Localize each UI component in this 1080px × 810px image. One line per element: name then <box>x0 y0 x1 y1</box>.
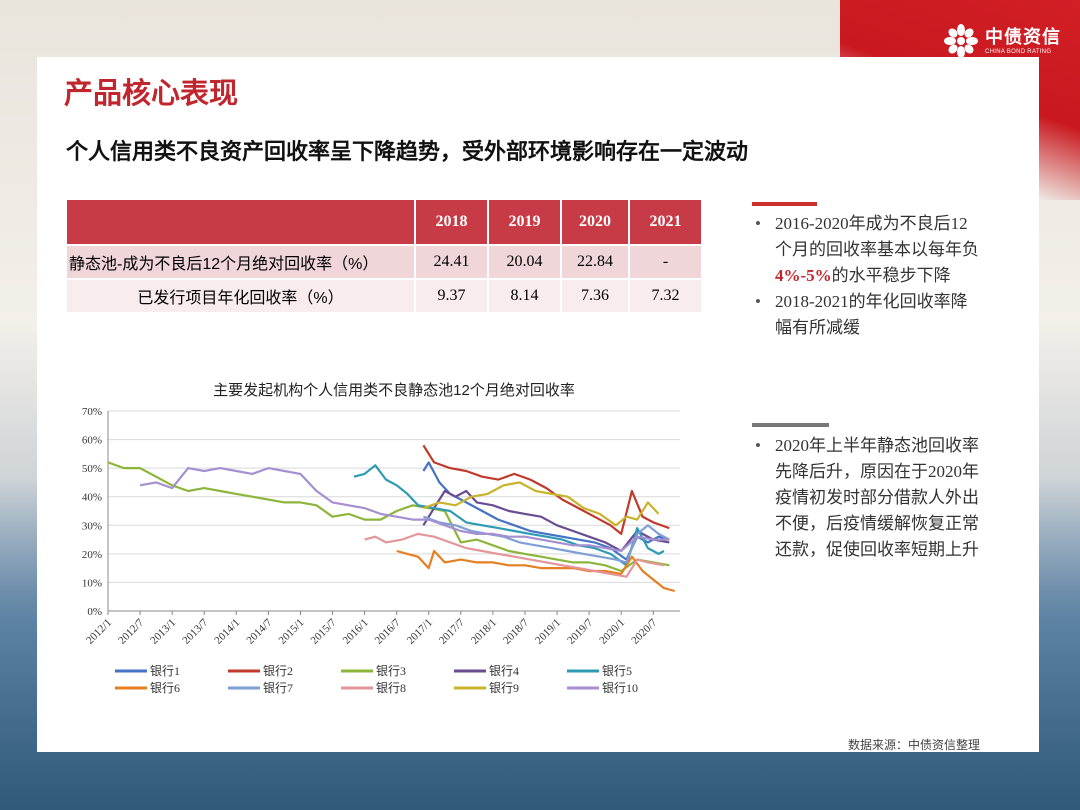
x-tick-label: 2013/1 <box>148 617 178 647</box>
x-tick-label: 2013/7 <box>180 616 210 646</box>
y-tick-label: 20% <box>82 549 102 561</box>
y-tick-label: 30% <box>82 520 102 532</box>
page-title: 产品核心表现 <box>64 78 239 110</box>
x-tick-label: 2019/1 <box>533 617 563 647</box>
table-header-2019: 2019 <box>488 200 562 245</box>
note-item: 2016-2020年成为不良后12个月的回收率基本以每年负 4%-5%的水平稳步下… <box>755 211 980 289</box>
note-text: 2016-2020年成为不良后12个月的回收率基本以每年负 <box>775 214 979 259</box>
table-cell: 22.84 <box>561 244 630 279</box>
note-item: 2018-2021的年化回收率降幅有所减缓 <box>755 289 980 341</box>
x-tick-label: 2015/1 <box>276 617 306 647</box>
legend-label: 银行1 <box>150 664 180 678</box>
legend-label: 银行3 <box>376 664 406 678</box>
y-tick-label: 50% <box>82 463 102 475</box>
table-cell: 7.32 <box>629 278 701 312</box>
row-label: 静态池-成为不良后12个月绝对回收率（%） <box>67 244 416 279</box>
y-tick-label: 10% <box>82 577 102 589</box>
series-line-银行7 <box>423 515 670 564</box>
table-cell: - <box>629 244 701 279</box>
legend-label: 银行4 <box>489 664 519 678</box>
table-header-2018: 2018 <box>415 200 489 245</box>
series-line-银行9 <box>423 481 660 527</box>
table-cell: 24.41 <box>415 244 489 279</box>
brand-name: 中债资信 <box>985 26 1061 47</box>
table-row: 静态池-成为不良后12个月绝对回收率（%） 24.41 20.04 22.84 … <box>67 244 701 279</box>
x-tick-label: 2018/7 <box>501 616 531 646</box>
y-tick-label: 0% <box>87 606 102 618</box>
legend-label: 银行6 <box>150 681 180 695</box>
note-highlight: 4%-5% <box>775 266 832 285</box>
note-item: 2020年上半年静态池回收率先降后升，原因在于2020年疫情初发时部分借款人外出… <box>755 433 980 563</box>
note-divider-red <box>752 202 817 206</box>
legend-label: 银行8 <box>376 681 406 695</box>
x-tick-label: 2017/7 <box>437 616 467 646</box>
table-cell: 20.04 <box>488 244 562 279</box>
note-text: 2020年上半年静态池回收率先降后升，原因在于2020年疫情初发时部分借款人外出… <box>775 436 979 559</box>
brand-name-en: CHINA BOND RATING <box>985 48 1052 55</box>
table-cell: 7.36 <box>561 278 630 312</box>
legend-label: 银行2 <box>263 664 293 678</box>
data-source: 数据来源：中债资信整理 <box>848 738 981 752</box>
note-text: 2018-2021的年化回收率降幅有所减缓 <box>775 292 968 337</box>
series-line-银行8 <box>364 532 665 578</box>
x-tick-label: 2020/1 <box>597 617 627 647</box>
x-tick-label: 2016/1 <box>341 617 371 647</box>
table-header-blank <box>67 200 416 245</box>
series-line-银行6 <box>396 549 675 593</box>
notes-list-bottom: 2020年上半年静态池回收率先降后升，原因在于2020年疫情初发时部分借款人外出… <box>755 433 980 563</box>
x-tick-label: 2019/7 <box>565 616 595 646</box>
x-tick-label: 2014/1 <box>212 617 242 647</box>
legend-label: 银行5 <box>602 664 632 678</box>
note-divider-gray <box>752 423 829 427</box>
x-tick-label: 2017/1 <box>405 617 435 647</box>
chart-title: 主要发起机构个人信用类不良静态池12个月绝对回收率 <box>213 382 575 399</box>
x-tick-label: 2015/7 <box>309 616 339 646</box>
brand-flower-icon <box>944 24 978 58</box>
x-tick-label: 2018/1 <box>469 617 499 647</box>
table-header-2020: 2020 <box>561 200 630 245</box>
row-label: 已发行项目年化回收率（%） <box>67 278 416 312</box>
legend-label: 银行7 <box>263 681 293 695</box>
y-tick-label: 60% <box>82 435 102 447</box>
table-header-2021: 2021 <box>629 200 701 245</box>
series-line-银行10 <box>139 467 670 553</box>
x-tick-label: 2020/7 <box>629 616 659 646</box>
legend-label: 银行9 <box>489 681 519 695</box>
notes-list-top: 2016-2020年成为不良后12个月的回收率基本以每年负 4%-5%的水平稳步下… <box>755 211 980 341</box>
y-tick-label: 40% <box>82 492 102 504</box>
recovery-line-chart: 主要发起机构个人信用类不良静态池12个月绝对回收率 0% 10% 20% 30% 40% 5… <box>82 382 680 695</box>
x-tick-label: 2016/7 <box>373 616 403 646</box>
table-cell: 8.14 <box>488 278 562 312</box>
brand-logo: 中债资信 CHINA BOND RATING <box>943 23 1061 59</box>
x-tick-label: 2012/7 <box>116 616 146 646</box>
note-text: 的水平稳步下降 <box>831 266 951 285</box>
table-cell: 9.37 <box>415 278 489 312</box>
x-tick-label: 2014/7 <box>244 616 274 646</box>
headline: 个人信用类不良资产回收率呈下降趋势，受外部环境影响存在一定波动 <box>66 139 749 164</box>
x-tick-label: 2012/1 <box>84 617 114 647</box>
legend-label: 银行10 <box>602 681 638 695</box>
y-tick-label: 70% <box>82 406 102 418</box>
table-row: 已发行项目年化回收率（%） 9.37 8.14 7.36 7.32 <box>67 278 701 312</box>
recovery-rate-table: 2018 2019 2020 2021 静态池-成为不良后12个月绝对回收率（%… <box>67 200 701 312</box>
content-panel <box>37 57 1039 752</box>
table-header-row: 2018 2019 2020 2021 <box>67 200 701 245</box>
